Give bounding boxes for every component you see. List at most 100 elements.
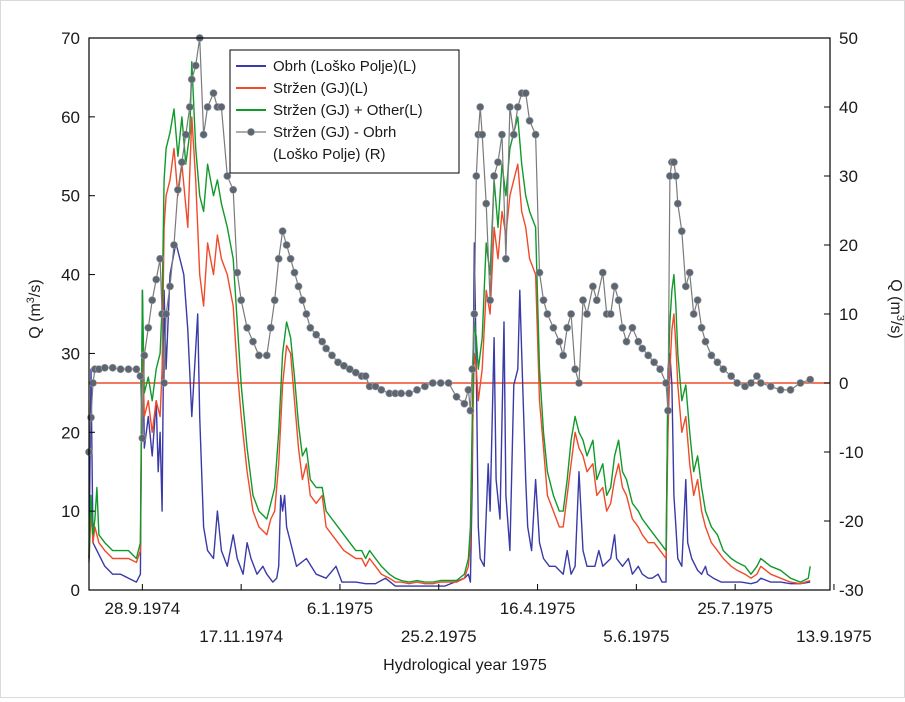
data-point [539,296,548,305]
data-point [209,89,218,98]
data-point [592,296,601,305]
data-point [498,130,506,139]
data-point [786,385,795,394]
data-point [460,399,469,408]
data-point [162,310,170,318]
data-point [693,296,702,305]
data-point [274,254,283,263]
data-point [494,158,502,167]
data-point [191,61,200,70]
data-point [583,310,591,318]
data-point [662,379,670,387]
data-point [521,89,530,98]
data-point [371,382,380,391]
data-point [644,351,653,360]
data-point [124,365,133,374]
data-point [132,365,141,374]
y-left-tick-label: 10 [61,502,80,521]
y-axis-right-label: Q (m3/s) [887,279,904,338]
data-point [464,385,473,394]
data-point [672,172,680,180]
series-line-1 [88,242,811,587]
data-point [140,351,149,360]
y-left-tick-label: 60 [61,108,80,127]
x-tick-label: 16.4.1975 [500,599,576,618]
data-point [478,130,487,139]
data-point [796,379,805,387]
y-left-tick-label: 40 [61,266,80,285]
data-point [505,103,514,111]
data-point [741,382,749,391]
data-point [266,323,275,332]
data-point [697,323,706,332]
data-point [89,379,97,387]
data-point [638,344,647,353]
data-point [559,351,568,360]
data-point [673,199,682,208]
y-right-tick-label: 10 [839,305,858,324]
legend-entry-label: Obrh (Loško Polje)(L) [273,58,416,75]
data-point [138,434,147,443]
data-point [650,358,658,367]
x-tick-label: 17.11.1974 [199,627,283,646]
y-right-tick-label: 40 [839,98,858,117]
data-point [444,379,453,387]
data-point [575,379,583,387]
data-point [549,323,558,332]
data-point [298,296,307,305]
data-point [181,130,190,139]
legend-entry-label: (Loško Polje) (R) [273,146,386,163]
y-right-tick-label: 20 [839,236,858,255]
data-point [237,296,246,305]
data-point [513,103,522,111]
data-point [681,282,690,291]
data-point [806,375,815,384]
data-point [598,268,607,277]
data-point [166,282,174,291]
data-point [397,389,406,398]
data-point [420,382,429,391]
data-point [614,296,623,305]
data-point [262,351,271,360]
x-tick-label: 28.9.1974 [105,599,181,618]
data-point [254,351,263,360]
data-point [606,310,615,318]
data-point [187,75,196,84]
data-point [413,385,421,394]
data-point [361,372,370,380]
data-point [610,282,619,291]
data-point [490,172,498,180]
x-tick-label: 6.1.1975 [307,599,373,618]
data-point [136,372,145,380]
data-point [286,254,295,263]
data-point [160,379,168,387]
data-point [579,296,587,305]
data-point [318,337,327,346]
data-point [531,130,540,139]
data-point [233,268,242,277]
data-point [377,385,386,394]
data-point [701,337,710,346]
series-markers-4 [85,34,815,456]
legend: Obrh (Loško Polje)(L) Stržen (GJ)(L) Strže… [229,49,460,174]
data-point [100,363,109,372]
data-point [727,372,736,380]
legend-entry-label: Stržen (GJ) - Obrh [273,124,396,141]
data-point [302,310,311,318]
data-point [482,199,491,208]
x-tick-label: 25.2.1975 [401,627,477,646]
data-point [223,172,232,180]
series-line-3 [88,61,811,583]
data-point [452,392,461,401]
data-point [634,337,643,346]
data-point [685,268,694,277]
data-point [177,158,186,167]
data-point [472,172,481,180]
data-point [766,382,775,391]
data-point [405,389,413,398]
data-point [116,365,125,374]
data-point [282,241,291,249]
data-point [322,344,330,353]
